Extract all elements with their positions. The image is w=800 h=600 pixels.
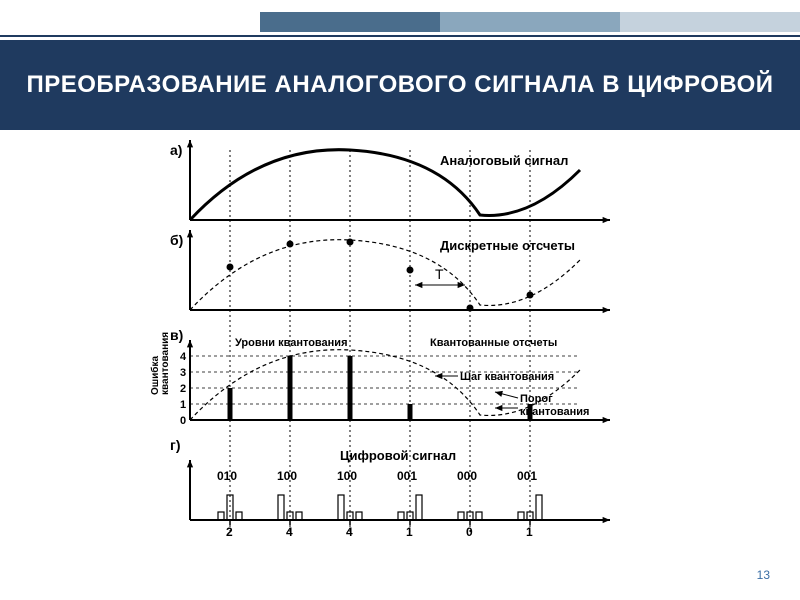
svg-text:T: T [435,266,444,282]
svg-text:4: 4 [346,525,353,539]
page-number: 13 [757,568,770,582]
svg-text:г): г) [170,437,181,453]
signal-diagram: а) Аналоговый сигнал б) Дискретные отсчеты T… [140,140,660,570]
svg-text:010: 010 [217,469,237,483]
thin-divider [0,35,800,37]
svg-text:в): в) [170,327,183,343]
svg-text:Порог: Порог [520,393,553,405]
accent-bar-1 [260,12,440,32]
svg-text:квантования: квантования [160,332,171,395]
svg-text:Квантованные отсчеты: Квантованные отсчеты [430,337,557,349]
svg-text:1: 1 [526,525,533,539]
svg-text:0: 0 [180,415,186,427]
accent-bar-3 [620,12,800,32]
diagram-container: а) Аналоговый сигнал б) Дискретные отсчеты T… [140,140,660,570]
svg-text:Шаг квантования: Шаг квантования [460,371,554,383]
accent-bar-2 [440,12,620,32]
bar-spacer [0,12,260,32]
svg-text:001: 001 [397,469,417,483]
svg-text:Аналоговый сигнал: Аналоговый сигнал [440,153,568,168]
svg-text:100: 100 [277,469,297,483]
svg-text:квантования: квантования [520,406,589,418]
svg-text:3: 3 [180,367,186,379]
svg-text:а): а) [170,142,182,158]
svg-text:4: 4 [180,351,187,363]
svg-text:1: 1 [406,525,413,539]
svg-text:б): б) [170,232,183,248]
svg-text:4: 4 [286,525,293,539]
svg-text:100: 100 [337,469,357,483]
svg-text:2: 2 [180,383,186,395]
svg-text:001: 001 [517,469,537,483]
svg-text:Цифровой сигнал: Цифровой сигнал [340,448,456,463]
svg-text:1: 1 [180,399,186,411]
svg-text:Дискретные отсчеты: Дискретные отсчеты [440,238,575,253]
svg-text:000: 000 [457,469,477,483]
svg-text:Уровни квантования: Уровни квантования [235,337,348,349]
svg-text:0: 0 [466,525,473,539]
accent-bars [0,12,800,32]
title-band: ПРЕОБРАЗОВАНИЕ АНАЛОГОВОГО СИГНАЛА В ЦИФ… [0,40,800,130]
svg-text:2: 2 [226,525,233,539]
page-title: ПРЕОБРАЗОВАНИЕ АНАЛОГОВОГО СИГНАЛА В ЦИФ… [26,71,773,100]
